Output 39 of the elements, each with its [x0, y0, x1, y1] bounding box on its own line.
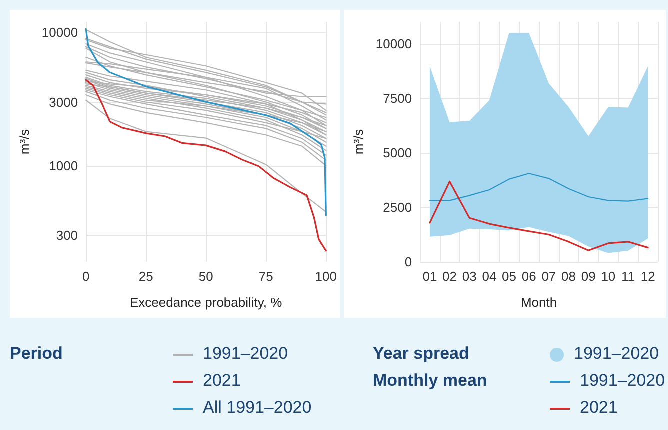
y-axis-title: m³/s — [17, 128, 32, 155]
x-tick-label: 10 — [601, 269, 616, 284]
y-tick-label: 0 — [404, 254, 412, 270]
y-tick-label: 7500 — [383, 90, 412, 106]
x-tick-label: 75 — [258, 269, 274, 284]
x-tick-label: 09 — [581, 269, 596, 284]
legend-label: 1991–2020 — [202, 343, 290, 365]
legend-title: Monthly mean — [373, 370, 488, 392]
y-tick-label: 1000 — [49, 158, 78, 174]
y-axis-title: m³/s — [351, 128, 366, 155]
x-tick-label: 03 — [462, 269, 477, 284]
x-tick-label: 0 — [82, 269, 90, 284]
x-tick-label: 50 — [198, 269, 214, 284]
x-tick-label: 12 — [640, 269, 656, 284]
x-tick-label: 04 — [482, 269, 497, 284]
x-tick-label: 08 — [562, 269, 576, 284]
legend-label: 2021 — [579, 397, 619, 419]
y-tick-label: 2500 — [383, 200, 412, 215]
x-tick-label: 100 — [315, 269, 338, 284]
legend-label: All 1991–2020 — [202, 397, 312, 419]
x-tick-label: 01 — [422, 269, 438, 284]
x-axis-title: Month — [520, 295, 558, 310]
x-tick-label: 06 — [522, 269, 536, 284]
legend-title: Period — [10, 343, 63, 365]
x-tick-label: 11 — [622, 269, 636, 284]
y-tick-label: 5000 — [383, 145, 412, 160]
y-tick-label: 300 — [56, 228, 78, 244]
text: 1991–2020 — [574, 344, 660, 363]
legend-label: 2021 — [202, 370, 242, 392]
y-tick-label: 10000 — [376, 36, 412, 52]
y-tick-label: 10000 — [42, 25, 78, 40]
x-tick-label: 25 — [138, 269, 154, 284]
x-tick-label: 05 — [502, 269, 517, 284]
x-tick-label: 07 — [542, 269, 556, 284]
text: Year spread — [373, 343, 470, 365]
y-tick-label: 3000 — [49, 94, 78, 110]
x-axis-title: Exceedance probability, % — [130, 295, 283, 310]
x-tick-label: 02 — [442, 269, 458, 284]
legend-label: 1991–2020 — [579, 370, 666, 392]
